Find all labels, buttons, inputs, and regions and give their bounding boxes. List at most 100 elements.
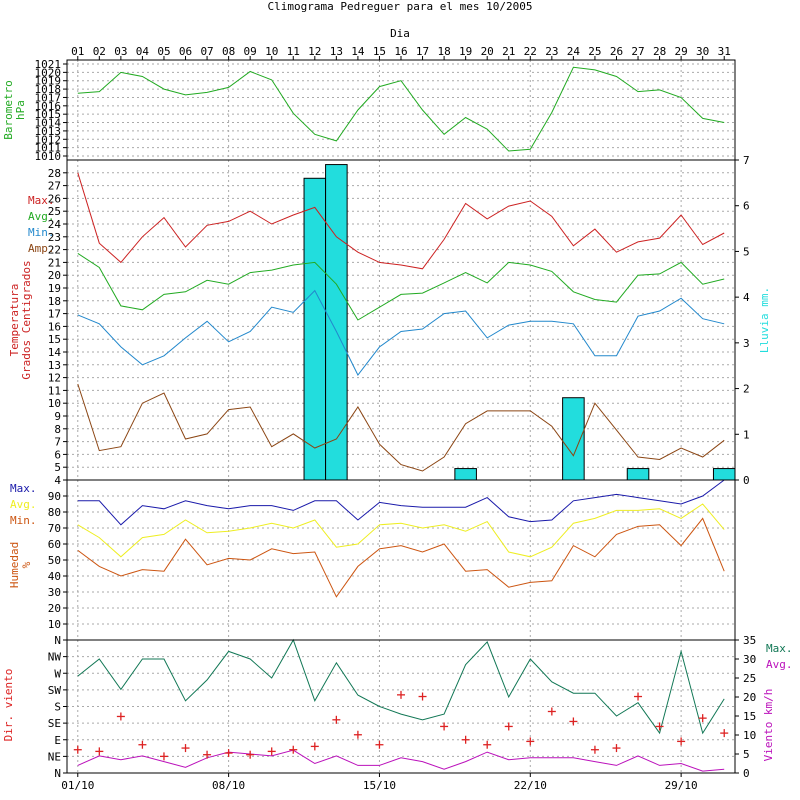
temp-tick-8: 8: [54, 423, 61, 436]
baro-tick-1013: 1013: [35, 125, 62, 138]
rain-bar-day-13: [325, 164, 348, 481]
day-label-14: 14: [351, 45, 365, 58]
legend-temp-amp: Amp.: [28, 242, 55, 255]
rain-ylabel: Lluvia mm.: [758, 287, 771, 353]
dir-tick-E-2: E: [54, 734, 61, 747]
panel-frames-layer: [63, 56, 739, 777]
wind-dir-marker-day-26: [612, 744, 621, 753]
wind-speed-tick-5: 5: [743, 748, 750, 761]
wind-speed-tick-0: 0: [743, 767, 750, 780]
day-label-17: 17: [416, 45, 429, 58]
wind-dir-marker-day-5: [159, 752, 168, 761]
wind-dir-marker-day-22: [526, 737, 535, 746]
baro-tick-1016: 1016: [35, 100, 62, 113]
temp-tick-18: 18: [48, 295, 61, 308]
wind-dir-marker-day-6: [181, 744, 190, 753]
rain-bar-day-27: [626, 468, 650, 481]
wind-dir-marker-day-11: [289, 745, 298, 754]
day-label-03: 03: [114, 45, 127, 58]
day-label-26: 26: [610, 45, 623, 58]
temp-tick-11: 11: [48, 384, 61, 397]
wind-dir-marker-day-15: [375, 740, 384, 749]
rain-tick-5: 5: [743, 245, 750, 258]
wind-dir-marker-day-4: [138, 740, 147, 749]
wind-speed-ylabel: Viento km/h: [762, 689, 775, 762]
dir-tick-N-8: N: [54, 634, 61, 647]
series-lines-layer: [73, 66, 729, 772]
legend-hum-min: Min.: [10, 514, 37, 527]
dir-tick-SW-5: SW: [48, 684, 62, 697]
day-label-22: 22: [524, 45, 537, 58]
day-label-25: 25: [588, 45, 601, 58]
wind-dir-marker-day-18: [440, 722, 449, 731]
baro-tick-1018: 1018: [35, 83, 62, 96]
baro-tick-1015: 1015: [35, 108, 62, 121]
hum-tick-30: 30: [48, 586, 61, 599]
hum-max-line: [77, 479, 725, 526]
day-label-18: 18: [437, 45, 450, 58]
wind-dir-marker-day-29: [677, 737, 686, 746]
temp-tick-20: 20: [48, 269, 61, 282]
temp-max-line: [77, 172, 725, 270]
rain-tick-6: 6: [743, 200, 750, 213]
hum-tick-90: 90: [48, 490, 61, 503]
day-label-19: 19: [459, 45, 472, 58]
temp-tick-7: 7: [54, 436, 61, 449]
wind-avg-line: [77, 749, 725, 772]
wind-speed-tick-15: 15: [743, 710, 756, 723]
temp-tick-6: 6: [54, 448, 61, 461]
temp-tick-17: 17: [48, 308, 61, 321]
rain-bars-layer: [303, 164, 736, 481]
dir-tick-N-0: N: [54, 767, 61, 780]
x-axis-top-label: Dia: [390, 27, 410, 40]
wind-dir-marker-day-21: [504, 722, 513, 731]
panel-frame-0: [66, 59, 736, 161]
barometer-ylabel-line-1: hPa: [14, 100, 27, 120]
day-label-05: 05: [157, 45, 170, 58]
hum-min-line: [77, 517, 725, 598]
dir-tick-W-6: W: [54, 667, 61, 680]
temp-tick-5: 5: [54, 461, 61, 474]
wind-dir-marker-day-27: [634, 692, 643, 701]
day-label-23: 23: [545, 45, 558, 58]
temp-tick-15: 15: [48, 333, 61, 346]
barometer-ylabel-line-0: Barometro: [2, 80, 15, 140]
rain-bar-day-12: [303, 177, 327, 481]
temp-tick-4: 4: [54, 474, 61, 487]
wind-speed-tick-35: 35: [743, 634, 756, 647]
wind-dir-marker-day-20: [483, 740, 492, 749]
dir-tick-S-4: S: [54, 701, 61, 714]
rain-bar-day-19: [454, 468, 477, 481]
day-label-31: 31: [718, 45, 731, 58]
temp-tick-25: 25: [48, 205, 61, 218]
panel-frame-3: [66, 639, 736, 774]
chart-title: Climograma Pedreguer para el mes 10/2005: [268, 0, 533, 13]
day-label-29: 29: [675, 45, 688, 58]
dir-tick-NW-7: NW: [48, 651, 62, 664]
wind-dir-marker-day-10: [267, 747, 276, 756]
day-label-21: 21: [502, 45, 515, 58]
baro-tick-1020: 1020: [35, 66, 62, 79]
dir-tick-NE-1: NE: [48, 750, 61, 763]
temp-tick-13: 13: [48, 359, 61, 372]
wind-dir-marker-day-17: [418, 692, 427, 701]
day-label-01: 01: [71, 45, 84, 58]
date-label-22-10: 22/10: [514, 779, 547, 792]
legend-temp-min: Min.: [28, 226, 55, 239]
hum-tick-80: 80: [48, 506, 61, 519]
legend-temp-avg: Avg.: [28, 210, 55, 223]
temp-tick-14: 14: [48, 346, 62, 359]
legend-wind-avg: Avg.: [766, 658, 793, 671]
day-label-11: 11: [287, 45, 300, 58]
temp-tick-22: 22: [48, 244, 61, 257]
humidity-ylabel-line-1: %: [20, 561, 33, 568]
hum-tick-40: 40: [48, 570, 61, 583]
hum-tick-20: 20: [48, 602, 61, 615]
wind-dir-marker-day-1: [73, 745, 82, 754]
day-label-04: 04: [136, 45, 150, 58]
day-label-27: 27: [631, 45, 644, 58]
legend-hum-max: Max.: [10, 482, 37, 495]
hum-tick-10: 10: [48, 618, 61, 631]
temp-avg-line: [77, 252, 725, 321]
